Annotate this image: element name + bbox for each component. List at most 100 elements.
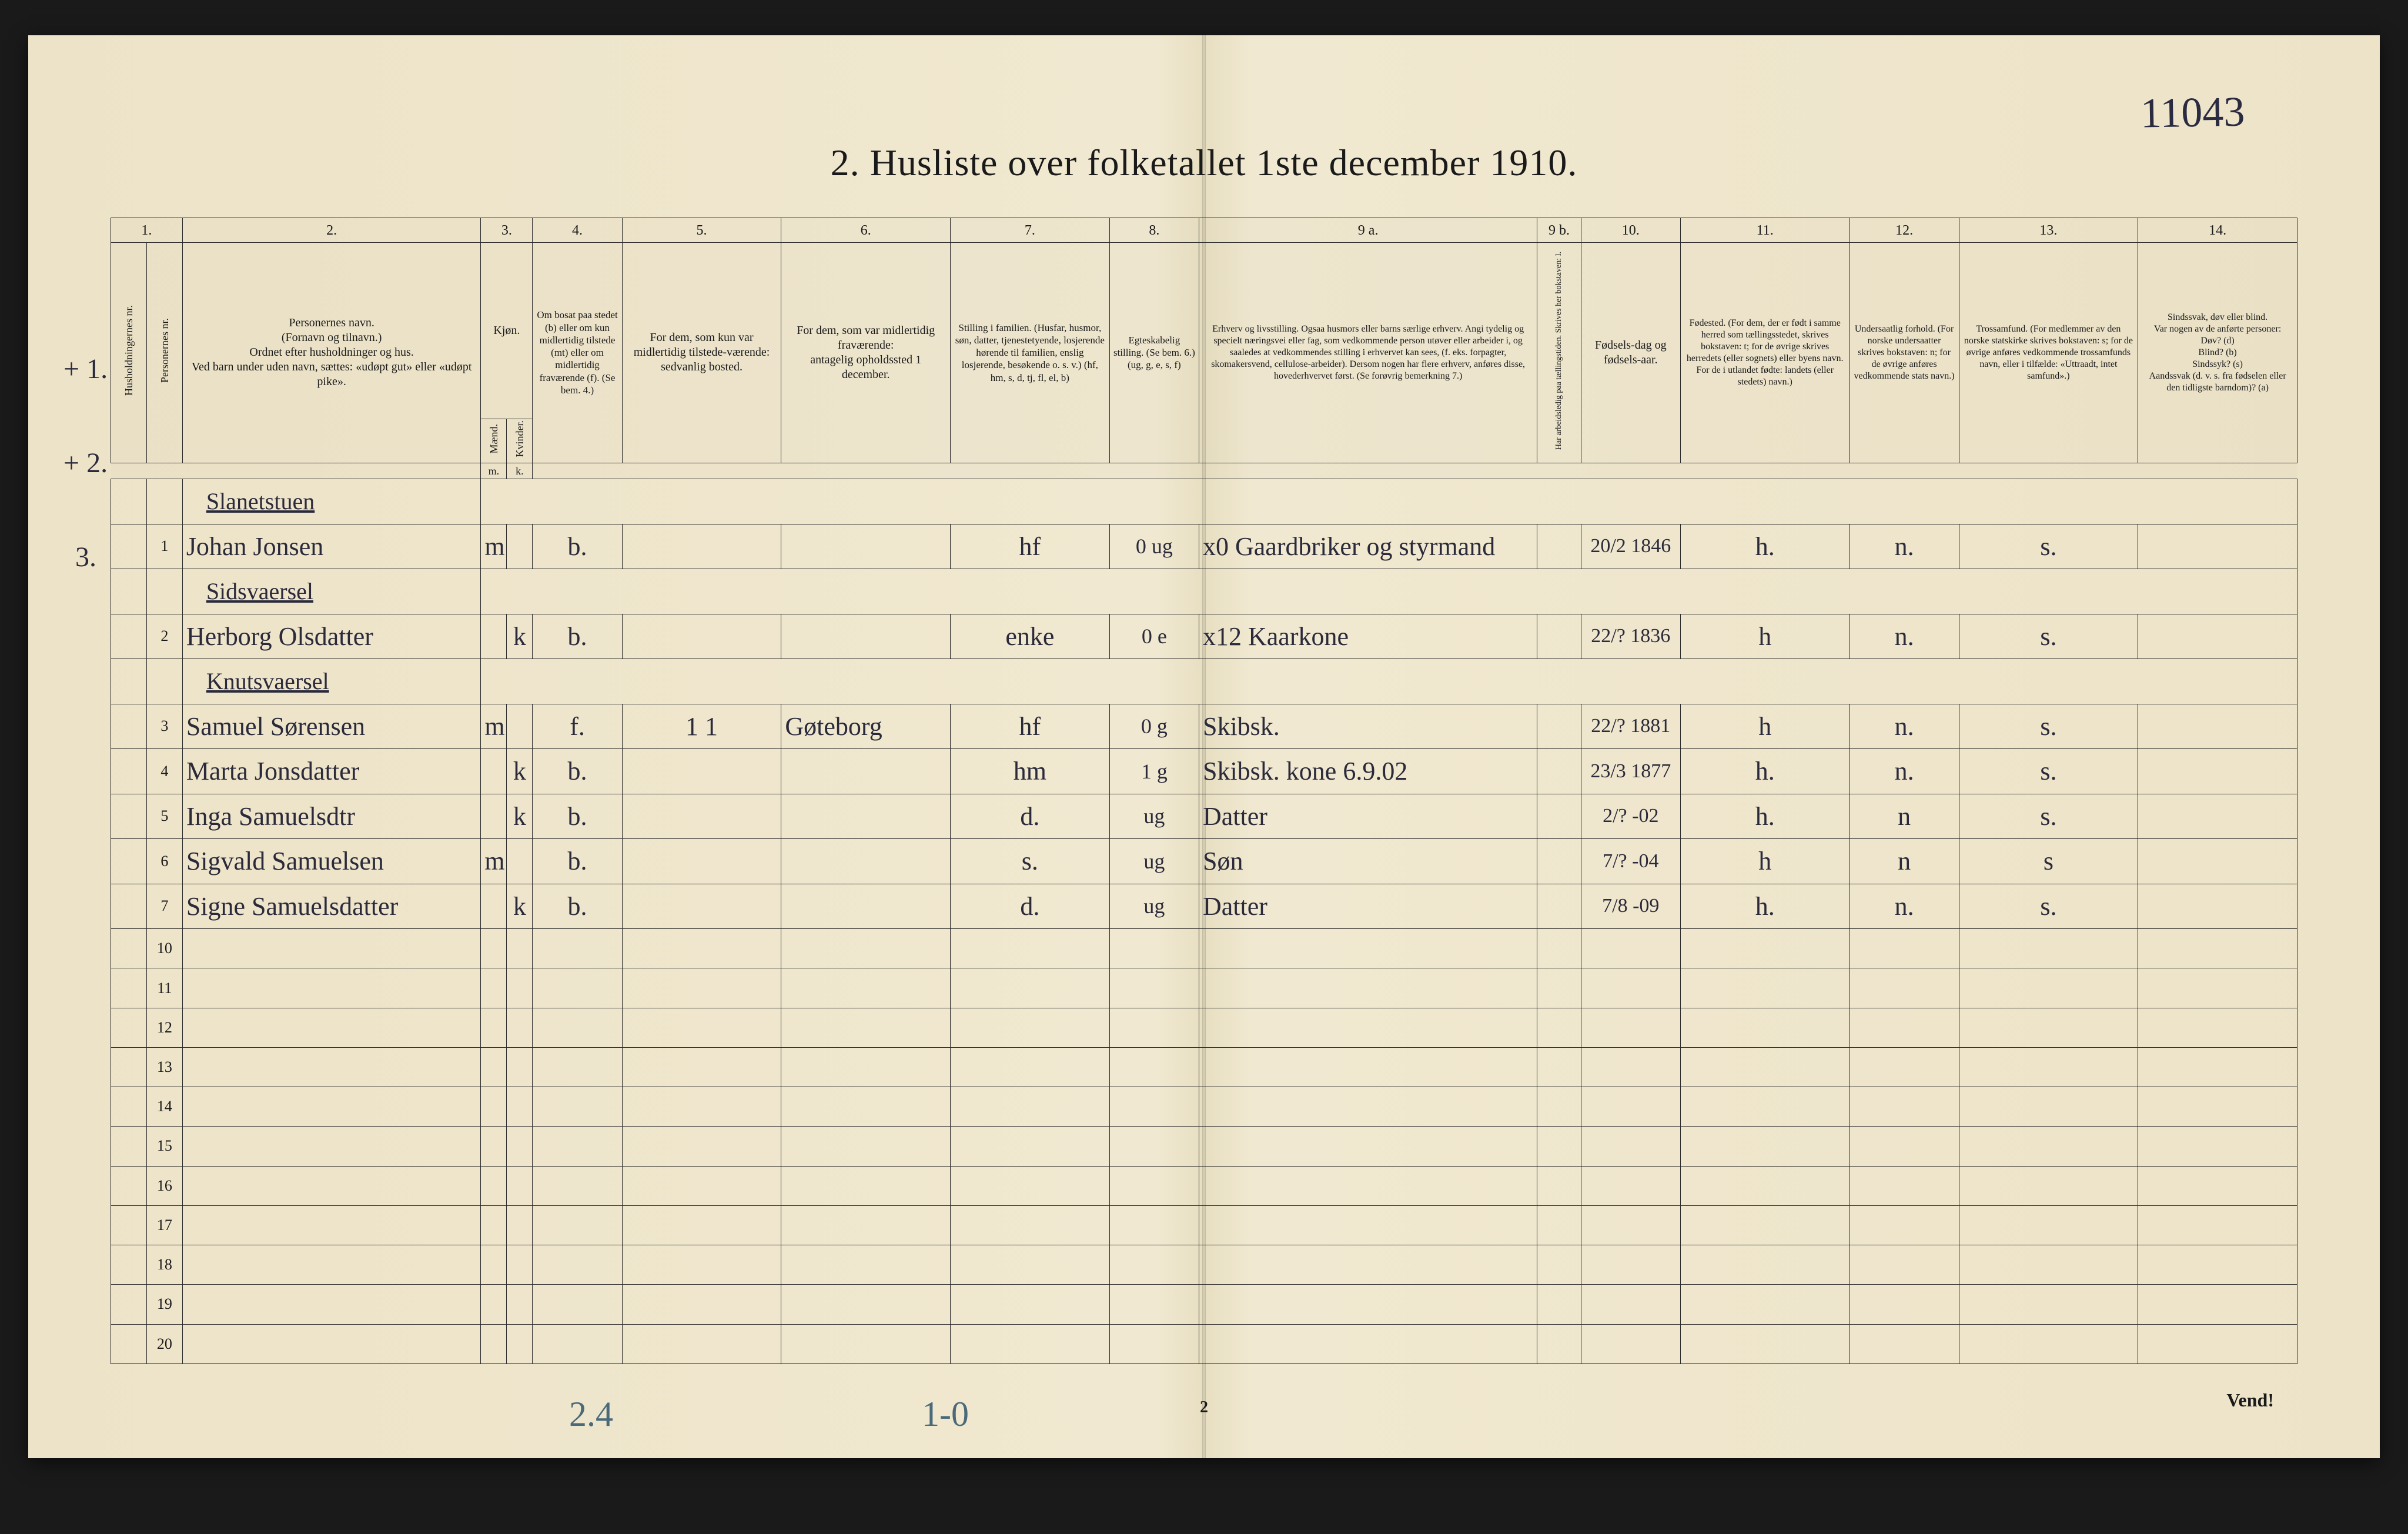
table-header: 1. 2. 3. 4. 5. 6. 7. 8. 9 a. 9 b. 10. 11… xyxy=(111,218,2297,479)
cell-tro: s. xyxy=(1959,524,2138,569)
cell-empty xyxy=(182,968,481,1008)
cell-stilling: hm xyxy=(951,749,1110,794)
cell-pn: 7 xyxy=(146,884,182,929)
hdr-trossamfund: Trossamfund. (For medlemmer av den norsk… xyxy=(1959,243,2138,463)
cell-empty xyxy=(622,1166,781,1205)
cell-empty xyxy=(951,1166,1110,1205)
cell-empty xyxy=(1959,1008,2138,1047)
cell-pn: 19 xyxy=(146,1285,182,1324)
cell-hh xyxy=(111,479,147,524)
cell-empty xyxy=(1581,1087,1680,1127)
cell-bosat: b. xyxy=(533,839,622,884)
colnum-4: 4. xyxy=(533,218,622,243)
cell-empty xyxy=(507,1047,533,1087)
cell-erhverv: x0 Gaardbriker og styrmand xyxy=(1199,524,1537,569)
table-row-empty: 19 xyxy=(111,1285,2297,1324)
cell-pn-above xyxy=(146,659,182,704)
cell-empty xyxy=(951,1205,1110,1245)
cell-empty xyxy=(951,1047,1110,1087)
cell-empty xyxy=(622,1008,781,1047)
cell-empty xyxy=(1581,929,1680,968)
cell-c5 xyxy=(622,749,781,794)
colnum-13: 13. xyxy=(1959,218,2138,243)
cell-empty xyxy=(1109,1127,1199,1166)
cell-9b xyxy=(1537,839,1581,884)
cell-m: m xyxy=(481,704,507,749)
cell-name: Sigvald Samuelsen xyxy=(182,839,481,884)
table-row-empty: 10 xyxy=(111,929,2297,968)
cell-empty xyxy=(182,1285,481,1324)
cell-empty xyxy=(182,929,481,968)
cell-pn: 18 xyxy=(146,1245,182,1285)
cell-empty xyxy=(781,1008,951,1047)
cell-c5 xyxy=(622,614,781,659)
colnum-12: 12. xyxy=(1850,218,1959,243)
cell-hh xyxy=(111,659,147,704)
cell-undersaatlig: n. xyxy=(1850,749,1959,794)
cell-stilling: hf xyxy=(951,704,1110,749)
cell-empty xyxy=(533,1324,622,1364)
cell-empty xyxy=(1199,1008,1537,1047)
colnum-11: 11. xyxy=(1680,218,1850,243)
cell-empty xyxy=(533,929,622,968)
cell-empty xyxy=(1537,1285,1581,1324)
cell-pn: 20 xyxy=(146,1324,182,1364)
hdr-m: m. xyxy=(481,463,507,479)
cell-9b xyxy=(1537,614,1581,659)
cell-empty xyxy=(1680,1166,1850,1205)
cell-fodested: h. xyxy=(1680,749,1850,794)
cell-empty xyxy=(1680,929,1850,968)
cell-empty xyxy=(1537,1324,1581,1364)
cell-empty xyxy=(533,1166,622,1205)
cell-empty xyxy=(481,968,507,1008)
table-row-empty: 15 xyxy=(111,1127,2297,1166)
cell-undersaatlig: n. xyxy=(1850,614,1959,659)
cell-k: k xyxy=(507,884,533,929)
cell-empty xyxy=(533,1285,622,1324)
cell-hh xyxy=(111,569,147,614)
census-table: 1. 2. 3. 4. 5. 6. 7. 8. 9 a. 9 b. 10. 11… xyxy=(111,218,2297,1364)
header-main-row: Husholdningernes nr. Personernes nr. Per… xyxy=(111,243,2297,419)
cell-empty xyxy=(1109,1008,1199,1047)
colnum-10: 10. xyxy=(1581,218,1680,243)
colnum-6: 6. xyxy=(781,218,951,243)
cell-empty xyxy=(781,1324,951,1364)
cell-empty xyxy=(507,1087,533,1127)
table-row-empty: 11 xyxy=(111,968,2297,1008)
cell-empty xyxy=(2138,1127,2297,1166)
cell-undersaatlig: n xyxy=(1850,839,1959,884)
cell-hh xyxy=(111,1324,147,1364)
cell-empty xyxy=(182,1205,481,1245)
cell-m xyxy=(481,614,507,659)
cell-empty xyxy=(533,1047,622,1087)
cell-empty xyxy=(622,968,781,1008)
cell-empty xyxy=(481,1245,507,1285)
cell-empty xyxy=(182,1008,481,1047)
cell-c6 xyxy=(781,884,951,929)
cell-k xyxy=(507,524,533,569)
hdr-egteskab: Egteskabelig stilling. (Se bem. 6.) (ug,… xyxy=(1109,243,1199,463)
cell-c5 xyxy=(622,524,781,569)
cell-pn: 2 xyxy=(146,614,182,659)
cell-empty xyxy=(1109,1166,1199,1205)
cell-empty xyxy=(1850,968,1959,1008)
cell-erhverv: x12 Kaarkone xyxy=(1199,614,1537,659)
cell-empty xyxy=(781,1285,951,1324)
cell-empty xyxy=(1959,1127,2138,1166)
cell-empty xyxy=(622,1245,781,1285)
cell-erhverv: Datter xyxy=(1199,794,1537,839)
cell-empty xyxy=(1959,968,2138,1008)
cell-empty xyxy=(2138,1285,2297,1324)
cell-pn: 6 xyxy=(146,839,182,884)
cell-hh xyxy=(111,614,147,659)
cell-egteskab: ug xyxy=(1109,794,1199,839)
cell-empty xyxy=(1109,1245,1199,1285)
cell-empty xyxy=(507,1245,533,1285)
cell-dob: 23/3 1877 xyxy=(1581,749,1680,794)
cell-empty xyxy=(1109,1324,1199,1364)
cell-tro: s xyxy=(1959,839,2138,884)
cell-pn: 3 xyxy=(146,704,182,749)
cell-fodested: h. xyxy=(1680,524,1850,569)
cell-empty xyxy=(781,1166,951,1205)
cell-hh xyxy=(111,749,147,794)
